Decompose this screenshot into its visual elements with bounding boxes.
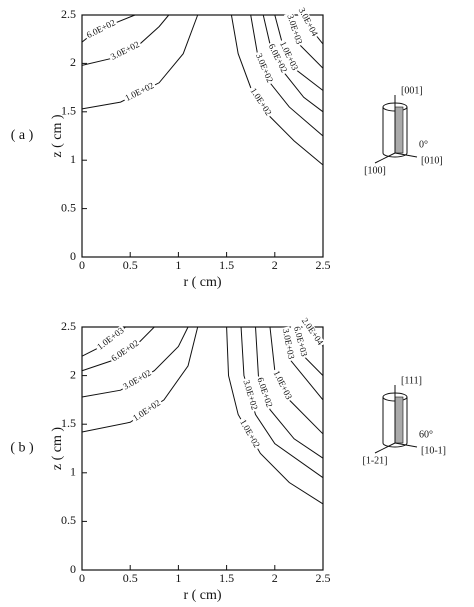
- y-axis-label: z ( cm ): [50, 114, 65, 157]
- contour-label-bg: [130, 397, 165, 425]
- inset-label: [010]: [421, 155, 443, 166]
- y-tick-label: 1: [70, 465, 76, 479]
- inset-plane: [394, 396, 404, 444]
- panel-label: ( b ): [10, 441, 34, 456]
- inset-axis: [394, 152, 418, 158]
- contour-line: [230, 14, 324, 166]
- contour-label-bg: [279, 326, 297, 362]
- contour-line: [81, 14, 170, 66]
- x-tick-label: 1: [175, 571, 181, 585]
- y-tick-label: 2.5: [61, 319, 76, 333]
- x-tick-label: 2.5: [316, 258, 331, 272]
- contour-label-bg: [269, 367, 295, 403]
- contour-label-bg: [94, 324, 128, 354]
- contour-line: [255, 326, 324, 459]
- y-tick-label: 0.5: [61, 200, 76, 214]
- inset-label: [1-21]: [363, 455, 388, 466]
- contour-label-bg: [283, 11, 305, 48]
- contour-label-bg: [265, 41, 290, 77]
- inset-label: [111]: [401, 375, 422, 386]
- y-tick-label: 1.5: [61, 104, 76, 118]
- contour-line: [81, 326, 199, 433]
- contour-line: [240, 326, 324, 479]
- inset-label: 60°: [419, 429, 433, 440]
- x-tick-label: 0: [79, 571, 85, 585]
- y-tick-label: 1: [70, 152, 76, 166]
- inset-cylinder: [382, 397, 408, 448]
- x-tick-label: 0: [79, 258, 85, 272]
- contour-label-bg: [236, 416, 263, 452]
- panel-label: ( a ): [11, 128, 34, 143]
- y-tick-label: 0.5: [61, 513, 76, 527]
- inset-axis: [374, 152, 396, 164]
- x-tick-label: 2.5: [316, 571, 331, 585]
- y-tick-label: 2: [70, 367, 76, 381]
- contour-label-bg: [298, 315, 326, 349]
- contour-label-bg: [290, 323, 310, 360]
- plot-frame: [81, 326, 324, 571]
- contour-label-bg: [120, 367, 155, 394]
- x-tick-label: 0.5: [123, 571, 138, 585]
- inset-axis: [394, 442, 418, 448]
- inset-plane: [394, 106, 404, 154]
- inset-label: [100]: [364, 165, 386, 176]
- inset-cylinder: [382, 107, 408, 158]
- contour-label: 1.0E+02: [248, 86, 273, 117]
- inset-label: [001]: [401, 85, 423, 96]
- x-tick-label: 1: [175, 258, 181, 272]
- contour-label-bg: [295, 4, 320, 40]
- y-tick-label: 0: [70, 249, 76, 263]
- y-tick-label: 2.5: [61, 7, 76, 21]
- x-tick-label: 0.5: [123, 258, 138, 272]
- x-tick-label: 1.5: [219, 258, 234, 272]
- contour-label-bg: [246, 85, 274, 120]
- inset-label: [10-1]: [421, 445, 446, 456]
- contour-label-bg: [252, 50, 276, 86]
- contour-label-bg: [253, 374, 275, 411]
- contour-label-bg: [83, 17, 119, 42]
- y-tick-label: 0: [70, 562, 76, 576]
- x-axis-label: r ( cm): [183, 588, 221, 603]
- y-tick-label: 1.5: [61, 416, 76, 430]
- y-axis-label: z ( cm ): [50, 427, 65, 470]
- contour-label-bg: [276, 38, 301, 74]
- contour-label-bg: [240, 377, 260, 413]
- contour-label-bg: [108, 337, 143, 365]
- x-axis-label: r ( cm): [183, 275, 221, 290]
- x-tick-label: 1.5: [219, 571, 234, 585]
- contour-line: [81, 326, 189, 398]
- contour-label: 1.0E+02: [131, 398, 162, 423]
- inset-axis: [374, 442, 396, 454]
- contour-label-bg: [122, 80, 158, 105]
- contour-line: [81, 14, 199, 110]
- y-tick-label: 2: [70, 55, 76, 69]
- contour-label-bg: [107, 39, 143, 64]
- x-tick-label: 2: [272, 571, 278, 585]
- x-tick-label: 2: [272, 258, 278, 272]
- inset-label: 0°: [419, 139, 428, 150]
